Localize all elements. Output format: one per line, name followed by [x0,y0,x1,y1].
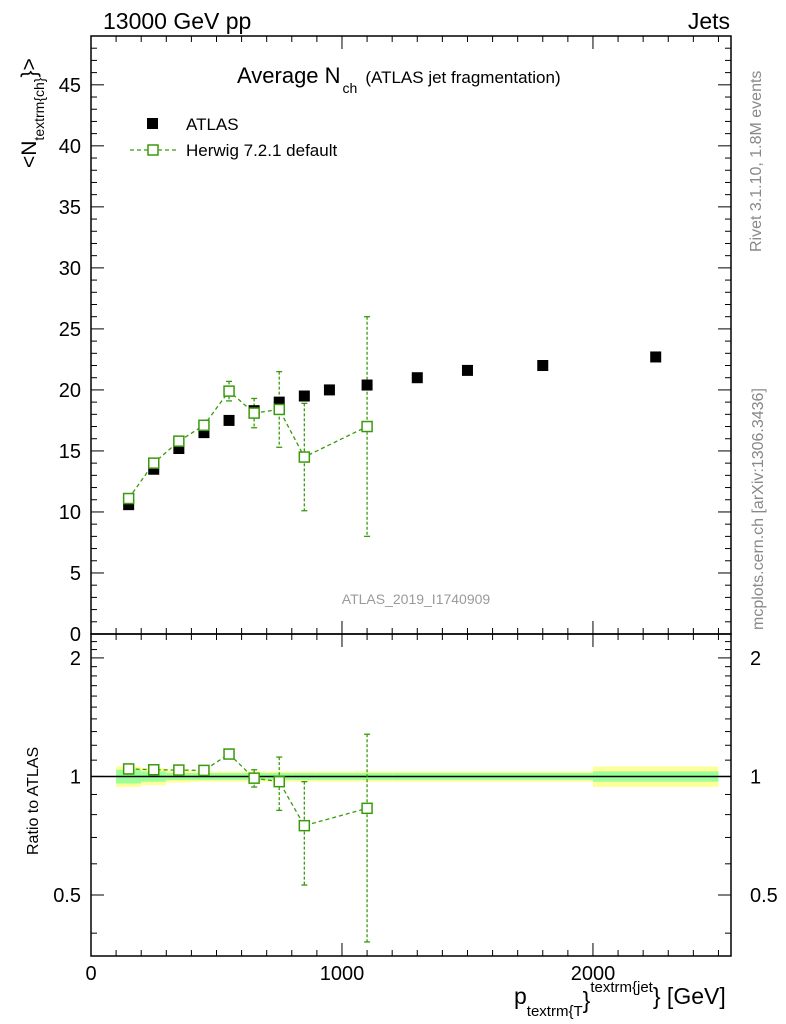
x-tick-label: 1000 [320,963,365,985]
y-tick-label-ratio-right: 2 [750,648,761,670]
y-axis-label-main: <Ntextrm{ch}}> [18,58,47,168]
y-tick-label-ratio: 2 [70,648,81,670]
y-tick-label-main: 10 [59,502,81,524]
y-tick-label-ratio: 0.5 [53,885,81,907]
atlas-point [198,427,210,439]
herwig-ratio-point [273,775,285,788]
herwig-point [122,492,135,505]
y-tick-label-main: 45 [59,75,81,97]
y-tick-label-main: 0 [70,624,81,646]
herwig-ratio-point [122,763,135,775]
herwig-ratio-point [198,764,210,777]
herwig-point [198,419,210,432]
legend-label-atlas: ATLAS [186,115,239,134]
atlas-point [411,372,423,384]
herwig-point [173,435,185,447]
herwig-ratio-point [298,819,311,832]
atlas-point [298,390,310,402]
atlas-point [223,414,235,426]
atlas-point [323,384,335,396]
atlas-point [650,351,662,363]
herwig-ratio-point [223,748,235,760]
atlas-point [173,442,185,454]
y-tick-label-ratio-right: 1 [750,766,761,788]
x-tick-label: 2000 [571,963,616,985]
y-tick-label-main: 40 [59,136,81,158]
y-tick-label-main: 15 [59,441,81,463]
herwig-ratio-line [128,753,368,827]
header-collision-label: 13000 GeV pp [103,8,251,34]
herwig-point [223,385,235,397]
y-tick-label-main: 25 [59,319,81,341]
analysis-label: ATLAS_2019_I1740909 [342,591,491,607]
plot-title-subscript: ch [343,80,358,96]
herwig-ratio-point [173,764,185,776]
plot-title-note: (ATLAS jet fragmentation) [365,68,560,87]
legend-marker-atlas [147,118,158,129]
atlas-point [361,379,373,391]
herwig-ratio-point [147,763,160,776]
side-label-mcplots: mcplots.cern.ch [arXiv:1306.3436] [750,388,767,630]
x-axis-label: ptextrm{T}textrm{jet} [GeV] [514,979,726,1020]
herwig-line [128,390,368,499]
y-tick-label-ratio-right: 0.5 [750,885,778,907]
y-tick-label-ratio: 1 [70,766,81,788]
y-tick-label-main: 30 [59,258,81,280]
y-tick-label-main: 20 [59,380,81,402]
x-tick-label: 0 [85,963,96,985]
y-axis-label-ratio: Ratio to ATLAS [25,747,42,855]
herwig-point [273,403,285,416]
herwig-point [248,407,260,419]
herwig-point [147,457,160,469]
y-tick-label-main: 5 [70,563,81,585]
atlas-point [148,463,160,475]
main-plot-panel: 0 5 10 15 20 25 30 35 40 45 [59,35,732,646]
herwig-point [361,420,373,433]
atlas-point [461,364,473,376]
y-tick-label-main: 35 [59,197,81,219]
herwig-ratio-point [248,772,260,784]
ratio-plot-frame [90,633,732,957]
ratio-plot-panel: 0 1000 2000 0.5 0.5 1 1 2 2 [53,633,778,985]
herwig-ratio-point [361,802,373,815]
atlas-point [273,396,285,408]
legend-marker-herwig [147,144,159,156]
legend-label-herwig: Herwig 7.2.1 default [186,141,337,160]
legend: ATLAS Herwig 7.2.1 default [130,115,337,160]
atlas-point [123,499,135,511]
header-category-label: Jets [688,8,730,34]
side-label-rivet: Rivet 3.1.10, 1.8M events [748,71,765,252]
atlas-point [537,360,549,372]
herwig-point [298,451,311,463]
